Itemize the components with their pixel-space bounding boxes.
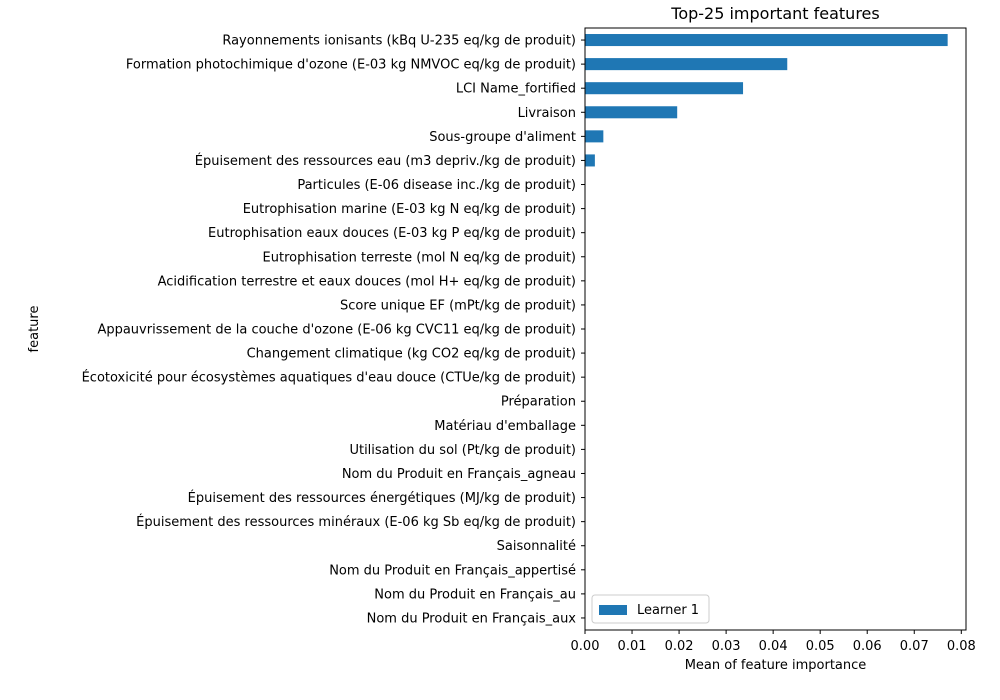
y-tick-label: Nom du Produit en Français_agneau <box>342 467 576 482</box>
x-tick-label: 0.02 <box>665 639 694 654</box>
y-tick-label: Acidification terrestre et eaux douces (… <box>158 274 576 289</box>
y-ticks-group: Rayonnements ionisants (kBq U-235 eq/kg … <box>82 34 585 626</box>
x-tick-label: 0.06 <box>853 639 882 654</box>
y-tick-label: Épuisement des ressources minéraux (E-06… <box>136 514 576 530</box>
y-tick-label: Sous-groupe d'aliment <box>429 130 576 145</box>
y-tick-label: Utilisation du sol (Pt/kg de produit) <box>349 443 576 458</box>
x-tick-label: 0.07 <box>900 639 929 654</box>
y-tick-label: Particules (E-06 disease inc./kg de prod… <box>297 178 576 193</box>
y-tick-label: Livraison <box>518 106 576 121</box>
bar-2 <box>585 82 744 95</box>
y-tick-label: Score unique EF (mPt/kg de produit) <box>340 298 576 313</box>
x-ticks-group: 0.00 0.01 0.02 0.03 0.04 0.05 0.06 0.07 0.08 <box>571 630 976 654</box>
y-tick-label: Écotoxicité pour écosystèmes aquatiques … <box>82 370 576 386</box>
legend-box <box>591 594 710 624</box>
x-tick-label: 0.03 <box>712 639 741 654</box>
y-tick-label: Saisonnalité <box>497 539 576 554</box>
chart-title: Top-25 important features <box>670 4 879 23</box>
legend-swatch <box>599 605 627 615</box>
x-tick-label: 0.01 <box>618 639 647 654</box>
x-tick-label: 0.04 <box>759 639 788 654</box>
y-tick-label: Nom du Produit en Français_appertisé <box>329 563 576 578</box>
y-tick-label: Nom du Produit en Français_aux <box>367 611 577 626</box>
bar-5 <box>585 154 595 167</box>
y-axis-label: feature <box>27 306 42 353</box>
x-axis-label: Mean of feature importance <box>685 658 867 673</box>
y-tick-label: Eutrophisation terreste (mol N eq/kg de … <box>263 250 576 265</box>
y-tick-label: Eutrophisation eaux douces (E-03 kg P eq… <box>208 226 576 241</box>
y-tick-label: Eutrophisation marine (E-03 kg N eq/kg d… <box>243 202 576 217</box>
y-tick-label: Matériau d'emballage <box>434 419 576 434</box>
y-tick-label: Appauvrissement de la couche d'ozone (E-… <box>97 323 576 338</box>
bars-group <box>585 34 948 167</box>
y-tick-label: Épuisement des ressources énergétiques (… <box>188 490 576 506</box>
x-tick-label: 0.05 <box>806 639 835 654</box>
y-tick-label: Rayonnements ionisants (kBq U-235 eq/kg … <box>222 34 576 49</box>
y-tick-label: Changement climatique (kg CO2 eq/kg de p… <box>247 347 576 362</box>
bar-1 <box>585 58 788 71</box>
y-tick-label: Préparation <box>501 395 576 410</box>
legend: Learner 1 <box>591 594 710 624</box>
legend-label-learner-1: Learner 1 <box>637 603 699 618</box>
x-tick-label: 0.08 <box>947 639 976 654</box>
bar-3 <box>585 106 678 119</box>
plot-frame <box>584 27 967 631</box>
y-tick-label: LCI Name_fortified <box>456 82 576 97</box>
y-tick-label: Nom du Produit en Français_au <box>374 587 576 602</box>
y-tick-label: Épuisement des ressources eau (m3 depriv… <box>195 153 576 169</box>
bar-4 <box>585 130 604 143</box>
bar-0 <box>585 34 948 47</box>
x-tick-label: 0.00 <box>571 639 600 654</box>
y-tick-label: Formation photochimique d'ozone (E-03 kg… <box>126 58 576 73</box>
